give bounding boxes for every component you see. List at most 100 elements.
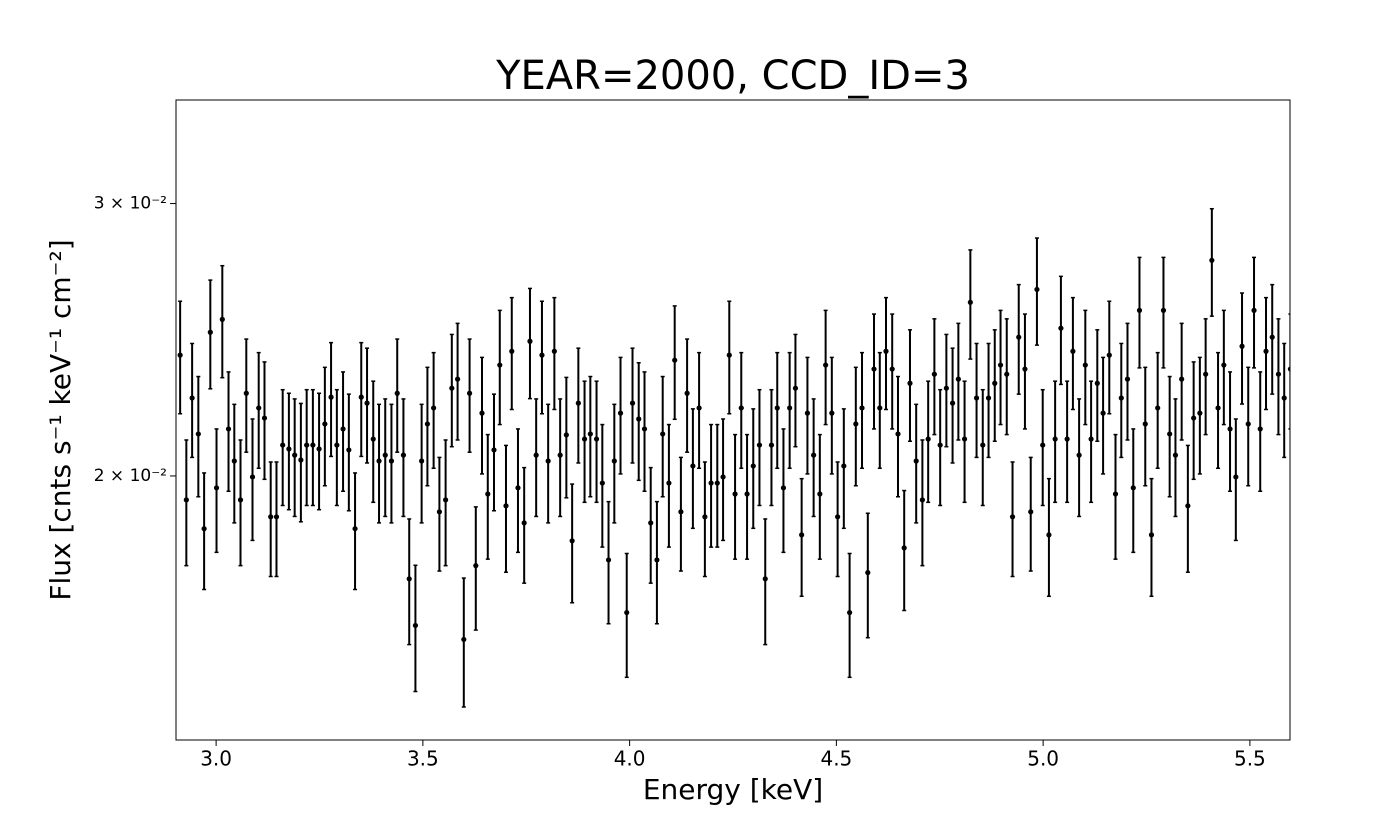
data-point: [189, 395, 195, 401]
data-point: [1251, 307, 1257, 313]
data-point: [949, 400, 956, 406]
data-point: [298, 457, 304, 463]
data-point: [352, 526, 358, 532]
data-point: [1257, 426, 1263, 432]
error-bar: [407, 518, 412, 646]
data-point: [1058, 325, 1064, 331]
data-point: [328, 394, 334, 400]
data-point: [967, 299, 973, 305]
data-point: [587, 431, 593, 437]
error-bar: [1131, 428, 1136, 554]
data-point: [1136, 307, 1143, 313]
data-point: [515, 485, 521, 491]
data-point: [563, 432, 569, 438]
y-tick-label: 2 × 10⁻²: [94, 466, 167, 486]
error-bar: [238, 439, 243, 567]
data-point: [732, 491, 738, 497]
data-point: [847, 609, 853, 616]
data-point: [624, 609, 630, 616]
data-point: [672, 357, 678, 363]
data-point: [1239, 343, 1245, 349]
x-tick-label: 3.0: [200, 747, 232, 771]
data-point: [648, 520, 654, 526]
error-bar: [1288, 313, 1290, 430]
data-point: [617, 410, 624, 416]
error-bar: [341, 371, 346, 492]
error-bar: [322, 366, 327, 487]
data-point: [636, 416, 642, 422]
data-point: [1076, 452, 1082, 458]
x-axis-label: Energy [keV]: [643, 773, 823, 806]
error-bar: [515, 428, 520, 554]
data-point: [1269, 334, 1275, 340]
error-bar: [642, 371, 647, 492]
error-bar: [715, 423, 720, 548]
data-point: [787, 405, 793, 411]
data-point: [593, 436, 600, 442]
data-point: [231, 458, 237, 464]
data-point: [551, 348, 557, 354]
data-point: [1118, 395, 1124, 401]
data-point: [412, 622, 419, 629]
data-point: [1034, 286, 1040, 293]
data-point: [256, 405, 262, 411]
data-point: [835, 514, 841, 520]
data-point: [1106, 352, 1112, 358]
chart-title: YEAR=2000, CCD_ID=3: [495, 53, 970, 99]
data-point: [1203, 371, 1209, 377]
data-point: [877, 405, 883, 411]
data-point: [708, 480, 714, 486]
data-point: [641, 426, 648, 432]
error-bar: [443, 439, 448, 567]
data-point: [799, 532, 805, 538]
error-bar: [920, 439, 925, 567]
error-bar: [298, 402, 303, 523]
data-point: [1052, 436, 1058, 442]
error-bar: [865, 512, 870, 639]
data-point: [419, 458, 425, 464]
data-point: [684, 390, 690, 396]
data-point: [913, 458, 919, 464]
data-point: [449, 385, 455, 391]
error-bar: [461, 577, 466, 708]
data-point: [1155, 405, 1161, 411]
data-point: [497, 362, 503, 368]
data-point: [841, 463, 847, 469]
data-point: [1004, 371, 1010, 377]
y-tick-label: 3 × 10⁻²: [94, 194, 167, 214]
data-point: [696, 405, 702, 411]
data-point: [261, 415, 268, 421]
data-point: [479, 410, 485, 416]
data-point: [1275, 371, 1282, 377]
data-point: [780, 485, 787, 491]
data-point: [768, 442, 775, 448]
error-bar: [1233, 418, 1238, 542]
data-point: [491, 447, 497, 453]
data-point: [1070, 348, 1076, 354]
data-point: [195, 431, 201, 437]
data-point: [756, 442, 763, 448]
error-bar: [817, 433, 822, 560]
data-point: [461, 636, 467, 643]
error-bar: [847, 552, 852, 679]
data-point: [955, 376, 961, 382]
error-bar: [1113, 433, 1118, 560]
error-bar: [503, 444, 508, 573]
error-bar: [962, 380, 967, 504]
error-bar: [853, 366, 858, 487]
data-point: [388, 458, 395, 464]
error-bar: [1053, 380, 1058, 504]
data-point: [1221, 362, 1227, 368]
data-point: [310, 442, 316, 448]
data-point: [1263, 348, 1269, 354]
data-point: [569, 538, 575, 544]
error-bar: [1065, 380, 1070, 504]
error-bar: [1167, 375, 1172, 498]
data-point: [1160, 307, 1167, 313]
data-point: [666, 480, 672, 486]
data-point: [207, 329, 213, 335]
data-point: [750, 463, 756, 469]
data-point: [907, 380, 913, 386]
data-point: [322, 421, 328, 427]
data-point: [865, 570, 871, 576]
